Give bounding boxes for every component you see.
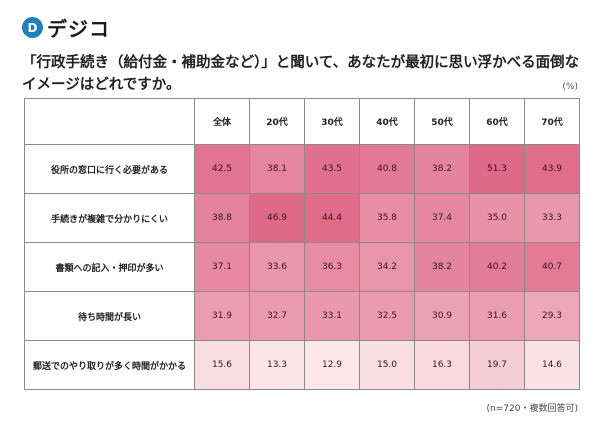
heatmap-cell: 15.6 bbox=[194, 340, 250, 390]
brand-logo: D デジコ bbox=[22, 13, 110, 42]
row-label: 待ち時間が長い bbox=[24, 291, 195, 341]
chart-title: 「行政手続き（給付金・補助金など）」と聞いて、あなたが最初に思い浮かべる面倒なイ… bbox=[22, 55, 580, 93]
heatmap-cell: 40.8 bbox=[359, 144, 415, 194]
heatmap-cell: 44.4 bbox=[304, 193, 360, 243]
column-header: 60代 bbox=[469, 98, 525, 145]
heatmap-cell: 31.6 bbox=[469, 291, 525, 341]
heatmap-cell: 40.7 bbox=[524, 242, 580, 292]
row-label: 書類への記入・押印が多い bbox=[24, 242, 195, 292]
heatmap-cell: 35.8 bbox=[359, 193, 415, 243]
table-row: 手続きが複雑で分かりにくい 38.8 46.9 44.4 35.8 37.4 35.0 33.… bbox=[24, 193, 580, 243]
column-header: 40代 bbox=[359, 98, 415, 145]
heatmap-cell: 33.6 bbox=[249, 242, 305, 292]
sample-note: (n=720・複数回答可) bbox=[486, 404, 578, 414]
column-header: 70代 bbox=[524, 98, 580, 145]
heatmap-cell: 43.9 bbox=[524, 144, 580, 194]
table-row: 郵送でのやり取りが多く時間がかかる 15.6 13.3 12.9 15.0 16.3 19.… bbox=[24, 340, 580, 390]
heatmap-cell: 33.1 bbox=[304, 291, 360, 341]
heatmap-cell: 38.1 bbox=[249, 144, 305, 194]
heatmap-cell: 38.8 bbox=[194, 193, 250, 243]
heatmap-cell: 19.7 bbox=[469, 340, 525, 390]
heatmap-cell: 32.7 bbox=[249, 291, 305, 341]
corner-cell bbox=[24, 98, 195, 145]
heatmap-cell: 36.3 bbox=[304, 242, 360, 292]
heatmap-cell: 33.3 bbox=[524, 193, 580, 243]
column-header: 20代 bbox=[249, 98, 305, 145]
heatmap-cell: 35.0 bbox=[469, 193, 525, 243]
heatmap-cell: 32.5 bbox=[359, 291, 415, 341]
heatmap-cell: 13.3 bbox=[249, 340, 305, 390]
heatmap-cell: 30.9 bbox=[414, 291, 470, 341]
row-label: 手続きが複雑で分かりにくい bbox=[24, 193, 195, 243]
heatmap-cell: 34.2 bbox=[359, 242, 415, 292]
heatmap-cell: 37.1 bbox=[194, 242, 250, 292]
heatmap-cell: 42.5 bbox=[194, 144, 250, 194]
heatmap-cell: 12.9 bbox=[304, 340, 360, 390]
heatmap-cell: 51.3 bbox=[469, 144, 525, 194]
heatmap-cell: 40.2 bbox=[469, 242, 525, 292]
heatmap-cell: 29.3 bbox=[524, 291, 580, 341]
column-header: 全体 bbox=[194, 98, 250, 145]
heatmap-cell: 14.6 bbox=[524, 340, 580, 390]
column-header: 50代 bbox=[414, 98, 470, 145]
unit-label: (%) bbox=[562, 82, 578, 92]
heatmap-cell: 31.9 bbox=[194, 291, 250, 341]
heatmap-cell: 43.5 bbox=[304, 144, 360, 194]
row-label: 役所の窓口に行く必要がある bbox=[24, 144, 195, 194]
table-row: 書類への記入・押印が多い 37.1 33.6 36.3 34.2 38.2 40.2 40.7 bbox=[24, 242, 580, 292]
brand-name: デジコ bbox=[47, 17, 110, 41]
header-row: 全体 20代 30代 40代 50代 60代 70代 bbox=[24, 98, 580, 145]
heatmap-cell: 38.2 bbox=[414, 242, 470, 292]
logo-icon: D bbox=[22, 17, 43, 38]
table-row: 役所の窓口に行く必要がある 42.5 38.1 43.5 40.8 38.2 51.3 43.… bbox=[24, 144, 580, 194]
column-header: 30代 bbox=[304, 98, 360, 145]
heatmap-cell: 15.0 bbox=[359, 340, 415, 390]
heatmap-cell: 38.2 bbox=[414, 144, 470, 194]
heatmap-cell: 16.3 bbox=[414, 340, 470, 390]
table-row: 待ち時間が長い 31.9 32.7 33.1 32.5 30.9 31.6 29.3 bbox=[24, 291, 580, 341]
heatmap-cell: 46.9 bbox=[249, 193, 305, 243]
heatmap-table: 全体 20代 30代 40代 50代 60代 70代 役所の窓口に行く必要がある 42.5 38… bbox=[24, 98, 580, 390]
row-label: 郵送でのやり取りが多く時間がかかる bbox=[24, 340, 195, 390]
heatmap-cell: 37.4 bbox=[414, 193, 470, 243]
